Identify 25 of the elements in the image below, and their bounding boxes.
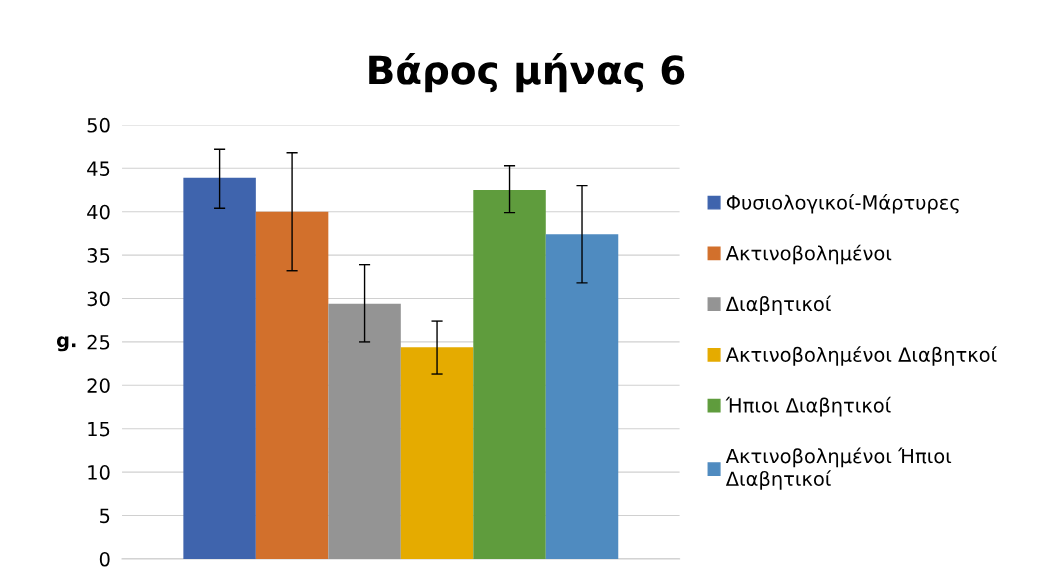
chart-title: Βάρος μήνας 6 bbox=[369, 53, 685, 93]
legend-label: Ακτινοβολημένοι bbox=[725, 244, 892, 265]
bar bbox=[255, 211, 329, 559]
legend-label: Φυσιολογικοί-Μάρτυρες bbox=[726, 193, 959, 214]
y-tick-label: 45 bbox=[87, 161, 110, 176]
bar bbox=[545, 234, 619, 559]
y-tick-label: 25 bbox=[87, 334, 110, 350]
legend-label: Ακτινοβολημένοι Ήπιοι Διαβητικοί bbox=[725, 447, 952, 490]
y-tick-label: 20 bbox=[87, 378, 110, 393]
y-axis-title: g. bbox=[56, 336, 76, 352]
y-tick-label: 40 bbox=[87, 204, 110, 220]
y-tick-label: 35 bbox=[87, 248, 110, 263]
y-tick-label: 30 bbox=[87, 291, 110, 307]
y-tick-label: 10 bbox=[88, 465, 110, 480]
y-tick-label: 5 bbox=[100, 508, 110, 524]
y-tick-label: 0 bbox=[99, 551, 110, 567]
y-tick-label: 50 bbox=[87, 117, 110, 133]
legend-label: Διαβητικοί bbox=[725, 295, 832, 316]
bar bbox=[473, 190, 546, 559]
legend-label: Ακτινοβολημένοι Διαβητκοί bbox=[725, 346, 997, 366]
legend-label: Ήπιοι Διαβητικοί bbox=[725, 396, 891, 417]
bar bbox=[400, 347, 474, 559]
y-tick-label: 15 bbox=[88, 421, 110, 437]
bar bbox=[328, 303, 401, 559]
bar bbox=[183, 177, 256, 559]
